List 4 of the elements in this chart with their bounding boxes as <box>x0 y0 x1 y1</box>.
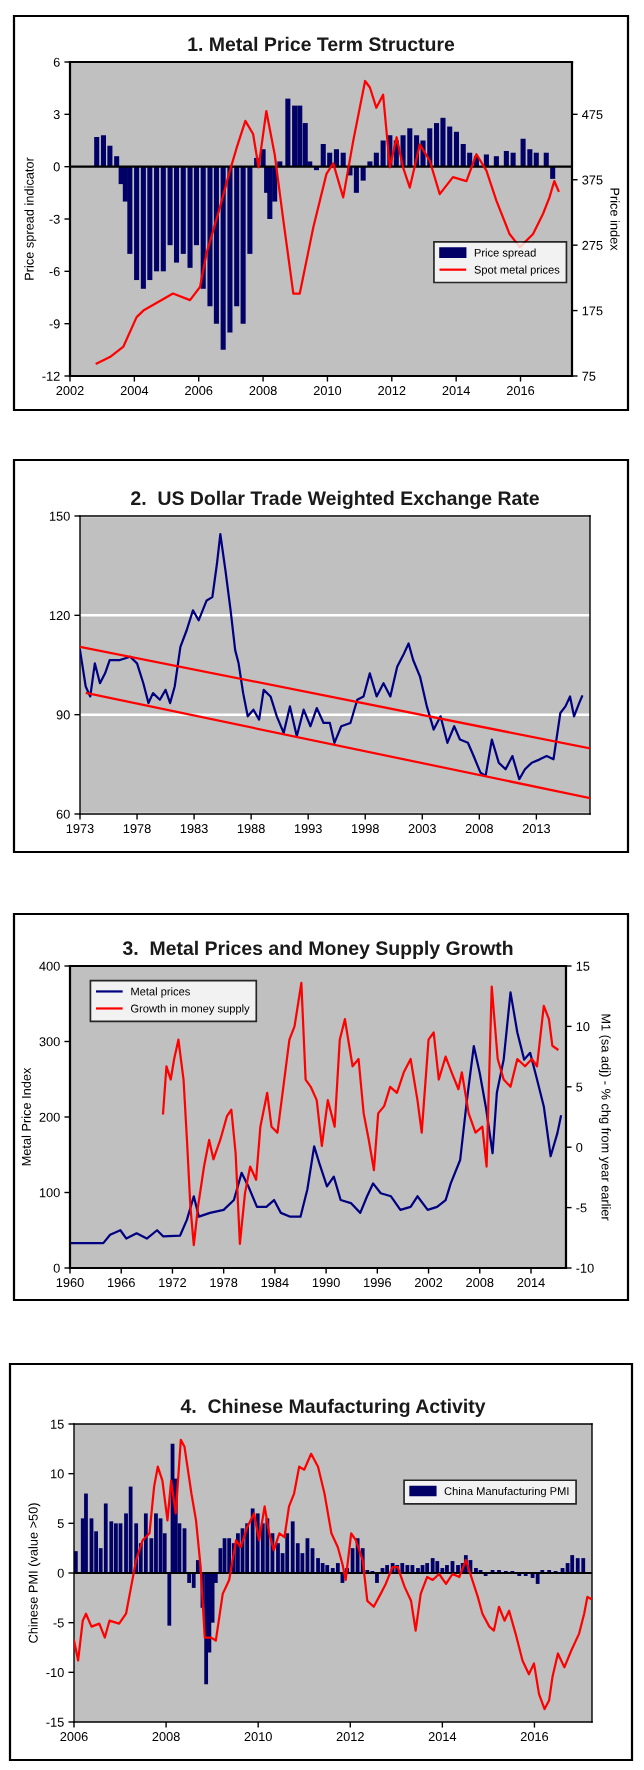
chart-title: 3. Metal Prices and Money Supply Growth <box>122 940 513 959</box>
chart-title: 4. Chinese Maufacturing Activity <box>180 1398 486 1418</box>
chart-title: 1. Metal Price Term Structure <box>188 36 455 52</box>
chart-title: 2. US Dollar Trade Weighted Exchange Rate <box>131 490 539 510</box>
